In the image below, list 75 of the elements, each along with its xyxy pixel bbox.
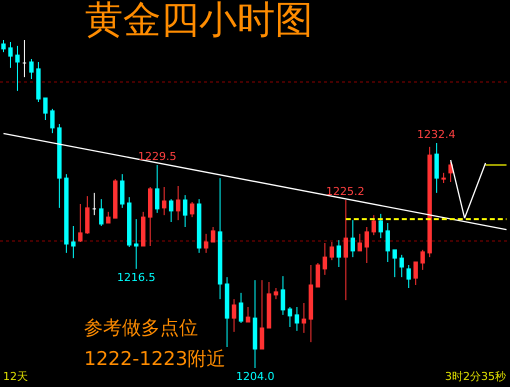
candlestick — [260, 280, 264, 350]
candlestick — [127, 196, 132, 248]
candlestick — [134, 218, 138, 270]
candlestick — [71, 225, 76, 259]
annotation: 1232.4 — [417, 128, 456, 141]
candlestick — [308, 264, 314, 343]
candlestick — [182, 194, 188, 228]
candlestick — [316, 262, 320, 288]
candlestick — [36, 61, 41, 102]
candlestick — [266, 282, 272, 328]
candlestick — [434, 142, 439, 194]
candlestick — [232, 298, 236, 332]
candlestick — [448, 162, 453, 183]
candlestick — [113, 178, 118, 219]
candlestick — [29, 58, 34, 80]
text: 12天 — [3, 370, 28, 383]
candlestick — [204, 233, 208, 254]
candlestick — [1, 40, 6, 53]
annotation: 1222-1223附近 — [84, 348, 226, 370]
candlestick — [92, 192, 97, 216]
candlestick — [372, 214, 376, 236]
chart-title: 黄金四小时图 — [84, 0, 313, 42]
annotation: 参考做多点位 — [84, 317, 198, 339]
candlestick — [427, 146, 432, 258]
candlestick — [378, 213, 383, 239]
candlestick — [413, 262, 418, 286]
candlestick — [141, 211, 146, 246]
candlestick — [336, 240, 342, 268]
candlestick — [246, 306, 250, 323]
candlestick — [190, 202, 194, 218]
candlestick — [85, 196, 90, 234]
candlestick — [15, 45, 20, 92]
candlestick — [322, 242, 328, 276]
candlestick — [280, 276, 286, 316]
candlestick — [302, 302, 306, 334]
candlestick — [8, 41, 13, 68]
candlestick — [210, 226, 216, 243]
candlestick — [358, 233, 362, 252]
annotation: 1216.5 — [117, 271, 156, 284]
candlestick — [218, 178, 222, 300]
candlestick — [238, 292, 244, 324]
candlestick — [392, 249, 397, 278]
candlestick — [50, 108, 55, 134]
candlestick — [43, 98, 48, 121]
annotation: 1225.2 — [326, 185, 364, 198]
candlestick — [176, 185, 180, 221]
candlestick — [162, 186, 166, 216]
candlestick — [148, 186, 152, 246]
text: 3时2分35秒 — [445, 370, 506, 383]
candlestick — [364, 226, 369, 264]
candlestick — [99, 198, 104, 226]
candlestick — [196, 198, 202, 254]
candlestick — [294, 306, 300, 332]
candlestick — [400, 254, 404, 278]
candlestick — [224, 276, 230, 348]
candlestick — [78, 203, 83, 243]
candlestick — [386, 222, 390, 263]
annotation: 1204.0 — [236, 370, 274, 383]
candlestick — [288, 306, 292, 328]
candlestick — [120, 174, 124, 208]
candlestick — [406, 264, 411, 288]
candlestick — [22, 40, 27, 78]
candlestick — [350, 220, 356, 258]
candlestick — [441, 172, 446, 184]
candlestick — [168, 198, 174, 223]
candlestick — [252, 280, 258, 368]
candlestick — [274, 287, 278, 300]
candlestick — [57, 123, 62, 208]
candlestick — [154, 164, 160, 214]
annotation: 1229.5 — [138, 150, 176, 163]
candlestick — [420, 249, 425, 270]
candlestick — [344, 200, 348, 301]
candlestick — [106, 211, 110, 224]
candlestick — [64, 174, 69, 254]
candlestick — [330, 242, 334, 261]
